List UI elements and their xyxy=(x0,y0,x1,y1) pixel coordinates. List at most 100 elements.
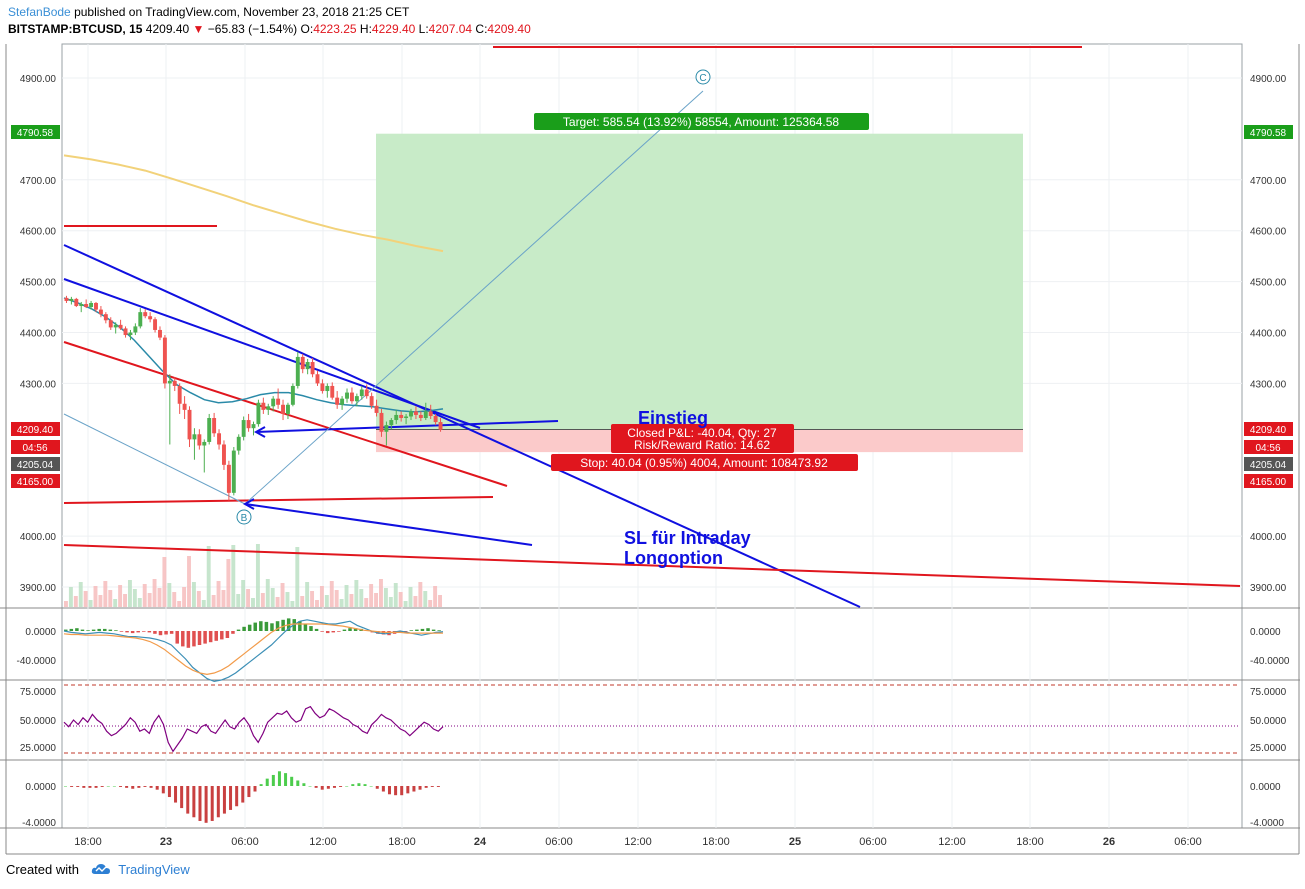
candle-body xyxy=(290,385,295,405)
candle-body xyxy=(433,415,438,423)
macd-histogram-bar xyxy=(153,631,157,634)
tradingview-brand[interactable]: TradingView xyxy=(118,862,190,877)
macd-histogram-bar xyxy=(398,631,402,633)
rr-label: Risk/Reward Ratio: 14.62 xyxy=(634,438,770,452)
candle-body xyxy=(418,414,423,419)
volume-bar xyxy=(211,595,216,607)
macd-histogram-bar xyxy=(259,621,263,631)
candle-body xyxy=(335,397,340,405)
momentum-bar xyxy=(345,786,349,787)
wave-c-label: C xyxy=(699,73,706,84)
price-change: −65.83 (−1.54%) xyxy=(207,22,298,36)
momentum-y-tick-right: 0.0000 xyxy=(1250,782,1281,793)
published-text: published on TradingView.com, November 2… xyxy=(74,5,410,19)
candle-body xyxy=(84,303,89,308)
volume-bar xyxy=(216,581,221,607)
price-tag-left-box xyxy=(11,125,60,139)
macd-histogram-bar xyxy=(342,629,347,631)
author-link[interactable]: StefanBode xyxy=(8,5,71,19)
candle-body xyxy=(354,396,359,402)
volume-bar xyxy=(118,585,123,607)
volume-bar xyxy=(113,599,118,607)
y-tick-label-right: 4600.00 xyxy=(1250,227,1287,238)
momentum-bar xyxy=(82,786,86,788)
volume-bar xyxy=(177,601,182,607)
macd-y-tick: 0.0000 xyxy=(25,627,56,638)
macd-histogram-bar xyxy=(264,621,269,631)
volume-bar xyxy=(393,583,398,607)
macd-histogram-bar xyxy=(225,631,230,638)
macd-histogram-bar xyxy=(403,631,408,632)
symbol-label[interactable]: BITSTAMP:BTCUSD, 15 xyxy=(8,22,143,36)
macd-histogram-bar xyxy=(236,629,241,631)
macd-histogram-bar xyxy=(69,628,74,631)
momentum-bar xyxy=(64,786,67,787)
macd-histogram-bar xyxy=(192,631,196,647)
volume-bar xyxy=(329,581,334,607)
x-tick-label: 06:00 xyxy=(231,836,259,848)
price-tag-right: 4209.40 xyxy=(1250,425,1287,436)
candle-body xyxy=(310,362,315,375)
rsi-y-tick-right: 25.0000 xyxy=(1250,743,1287,754)
momentum-bar xyxy=(363,784,367,786)
momentum-bar xyxy=(406,786,410,794)
candle-body xyxy=(359,389,364,397)
macd-histogram-bar xyxy=(426,628,430,631)
y-tick-label: 4500.00 xyxy=(20,278,57,289)
y-tick-label-right: 4400.00 xyxy=(1250,329,1287,340)
macd-histogram-bar xyxy=(331,631,336,633)
macd-line xyxy=(63,619,444,683)
y-tick-label-right: 4500.00 xyxy=(1250,278,1287,289)
momentum-bar xyxy=(284,773,288,786)
momentum-bar xyxy=(430,786,434,787)
macd-histogram-bar xyxy=(186,631,191,648)
y-tick-label-right: 4900.00 xyxy=(1250,74,1287,85)
volume-bar xyxy=(78,582,83,607)
candle-body xyxy=(98,309,103,315)
macd-histogram-bar xyxy=(320,631,324,632)
candle-body xyxy=(69,298,74,301)
macd-histogram-bar xyxy=(325,631,330,634)
volume-bar xyxy=(285,592,290,607)
wave-c-marker xyxy=(695,69,711,85)
sl-arrowhead-icon xyxy=(242,498,255,510)
macd-y-tick-right: 0.0000 xyxy=(1250,627,1281,638)
sl-annotation: SL für Intraday xyxy=(624,528,751,548)
momentum-bar xyxy=(204,786,208,823)
macd-histogram-bar xyxy=(242,626,246,631)
high-value: 4229.40 xyxy=(371,22,416,36)
candle-body xyxy=(231,450,236,493)
volume-bar xyxy=(383,588,388,607)
momentum-bar xyxy=(119,786,123,787)
y-tick-label-right: 3900.00 xyxy=(1250,583,1287,594)
candle-body xyxy=(177,385,182,404)
macd-histogram-bar xyxy=(175,631,179,644)
volume-bar xyxy=(93,586,98,607)
target-label-box xyxy=(534,113,869,130)
price-tag-right: 4205.04 xyxy=(1250,460,1287,471)
momentum-bar xyxy=(137,786,141,788)
macd-histogram-bar xyxy=(208,631,213,643)
tradingview-cloud-icon xyxy=(91,864,110,874)
volume-bar xyxy=(196,591,201,607)
entry-arrow-line xyxy=(255,420,559,433)
price-tag-left: 4209.40 xyxy=(17,425,54,436)
macd-y-tick: -40.0000 xyxy=(17,656,57,667)
momentum-bar xyxy=(174,786,178,803)
macd-histogram-bar xyxy=(181,631,185,647)
volume-bar xyxy=(418,582,423,607)
candle-body xyxy=(251,424,256,429)
wave-b-c-line xyxy=(244,90,704,505)
momentum-bar xyxy=(296,780,300,786)
momentum-bar xyxy=(400,786,404,796)
candle-body xyxy=(226,464,231,493)
x-tick-label: 23 xyxy=(160,836,172,848)
candle-body xyxy=(261,402,266,410)
macd-histogram-bar xyxy=(214,631,218,641)
candle-body xyxy=(349,392,354,402)
volume-bar xyxy=(236,594,241,607)
created-with-text: Created with xyxy=(6,862,79,877)
volume-bar xyxy=(324,595,329,607)
candle-body xyxy=(192,434,197,440)
